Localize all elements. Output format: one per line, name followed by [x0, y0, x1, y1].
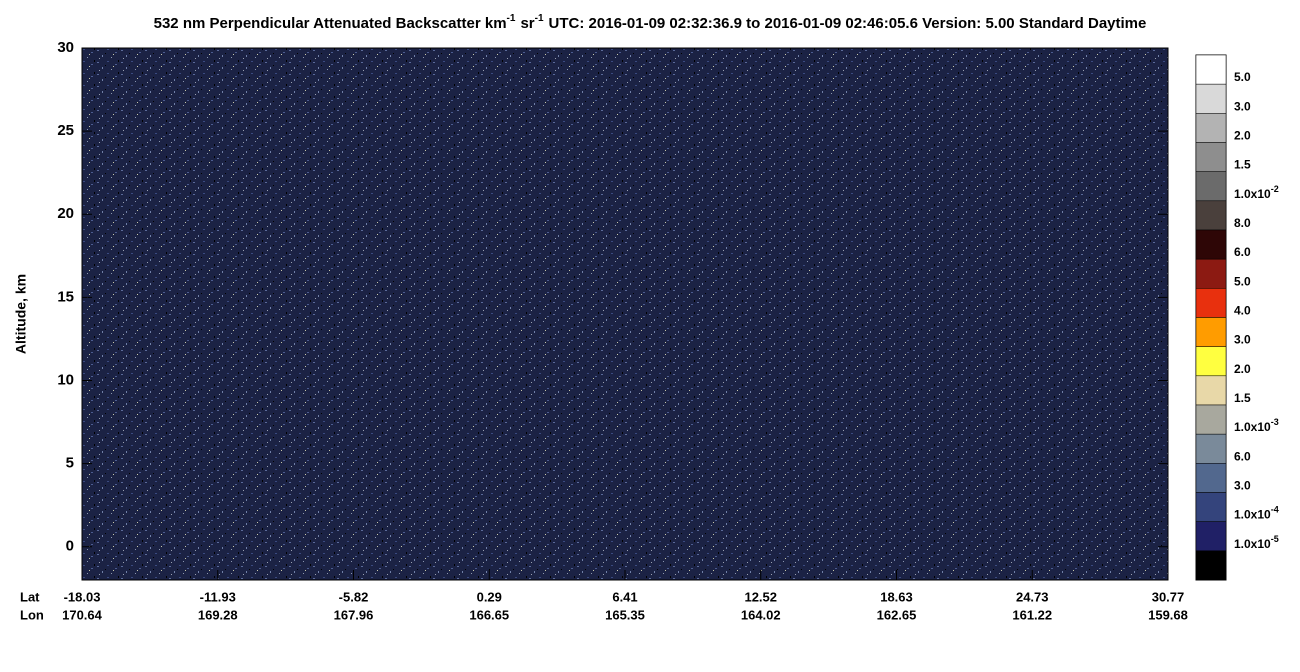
lat-label: 0.29	[477, 589, 502, 604]
colorbar-label: 3.0	[1234, 479, 1251, 493]
colorbar-label-text: 1.0x10	[1234, 187, 1271, 201]
title-superscript: -1	[535, 13, 544, 24]
colorbar-label-exp: -4	[1271, 505, 1279, 515]
y-axis-label: Altitude, km	[13, 274, 29, 354]
colorbar-label: 5.0	[1234, 275, 1251, 289]
colorbar-block	[1195, 83, 1227, 114]
colorbar-label-text: 5.0	[1234, 70, 1251, 84]
colorbar-label-text: 3.0	[1234, 479, 1251, 493]
colorbar-block	[1195, 229, 1227, 260]
lon-label: 165.35	[605, 607, 645, 622]
colorbar-label-text: 2.0	[1234, 362, 1251, 376]
chart-title: 532 nm Perpendicular Attenuated Backscat…	[154, 13, 1147, 32]
y-tick-label: 30	[57, 39, 74, 56]
colorbar-block	[1195, 521, 1227, 552]
lat-label: 18.63	[880, 589, 913, 604]
colorbar-block	[1195, 142, 1227, 172]
colorbar-label: 1.5	[1234, 158, 1251, 172]
colorbar-block	[1195, 54, 1227, 85]
colorbar-block	[1195, 258, 1227, 289]
y-tick-label: 0	[66, 538, 74, 555]
lon-label: 170.64	[62, 607, 103, 622]
colorbar-label: 5.0	[1234, 70, 1251, 84]
colorbar-label-text: 4.0	[1234, 304, 1251, 318]
colorbar-label: 4.0	[1234, 304, 1251, 318]
colorbar-label-text: 5.0	[1234, 275, 1251, 289]
colorbar-label-text: 6.0	[1234, 245, 1251, 259]
colorbar-label-text: 1.5	[1234, 158, 1251, 172]
lat-label: -5.82	[339, 589, 369, 604]
colorbar-label: 1.0x10-3	[1234, 418, 1279, 435]
lon-label: 166.65	[469, 607, 509, 622]
colorbar-block	[1195, 463, 1227, 493]
colorbar-label-text: 3.0	[1234, 100, 1251, 114]
lat-label: 24.73	[1016, 589, 1049, 604]
colorbar-label-text: 2.0	[1234, 129, 1251, 143]
colorbar-block	[1195, 550, 1227, 581]
title-superscript: -1	[507, 13, 516, 24]
y-tick-label: 25	[57, 122, 74, 139]
lat-label: -11.93	[200, 589, 236, 604]
colorbar-label-exp: -3	[1271, 418, 1279, 428]
colorbar-block	[1195, 346, 1227, 377]
colorbar-label: 3.0	[1234, 333, 1251, 347]
lat-label: -18.03	[64, 589, 101, 604]
y-tick-label: 5	[66, 455, 74, 472]
colorbar-block	[1195, 433, 1227, 464]
lon-label: 164.02	[741, 607, 781, 622]
x-row-label: Lon	[20, 607, 44, 622]
title-text: sr	[520, 15, 534, 32]
colorbar-label: 6.0	[1234, 450, 1251, 464]
colorbar-block	[1195, 492, 1227, 522]
colorbar-label: 1.0x10-5	[1234, 534, 1279, 551]
colorbar-label-exp: -5	[1271, 534, 1279, 544]
y-tick-label: 20	[57, 205, 74, 222]
colorbar-label: 6.0	[1234, 245, 1251, 259]
colorbar-block	[1195, 113, 1227, 143]
colorbar-label-text: 1.5	[1234, 391, 1251, 405]
lon-label: 161.22	[1012, 607, 1052, 622]
lat-label: 30.77	[1152, 589, 1185, 604]
colorbar-block	[1195, 288, 1227, 318]
colorbar-label-text: 1.0x10	[1234, 537, 1271, 551]
y-tick-label: 15	[57, 288, 74, 305]
colorbar-label-text: 8.0	[1234, 216, 1251, 230]
lon-label: 169.28	[198, 607, 238, 622]
colorbar-label-text: 3.0	[1234, 333, 1251, 347]
plot-area	[82, 48, 1168, 580]
lon-label: 162.65	[877, 607, 917, 622]
x-row-label: Lat	[20, 589, 40, 604]
lon-label: 159.68	[1148, 607, 1188, 622]
colorbar-label-exp: -2	[1271, 184, 1279, 194]
lon-label: 167.96	[334, 607, 374, 622]
colorbar-block	[1195, 317, 1227, 347]
colorbar-label-text: 1.0x10	[1234, 420, 1271, 434]
lat-label: 6.41	[612, 589, 637, 604]
colorbar-block	[1195, 200, 1227, 231]
colorbar-label: 3.0	[1234, 100, 1251, 114]
colorbar-block	[1195, 375, 1227, 406]
title-text: UTC: 2016-01-09 02:32:36.9 to 2016-01-09…	[549, 15, 1147, 32]
colorbar-label: 1.5	[1234, 391, 1251, 405]
colorbar-block	[1195, 404, 1227, 435]
colorbar-block	[1195, 171, 1227, 202]
y-tick-label: 10	[57, 371, 74, 388]
lat-label: 12.52	[744, 589, 777, 604]
colorbar-label: 2.0	[1234, 362, 1251, 376]
colorbar-label-text: 6.0	[1234, 450, 1251, 464]
chart-title-group: 532 nm Perpendicular Attenuated Backscat…	[154, 13, 1147, 32]
colorbar-label: 1.0x10-2	[1234, 184, 1279, 201]
colorbar-label: 1.0x10-4	[1234, 505, 1279, 522]
title-text: 532 nm Perpendicular Attenuated Backscat…	[154, 15, 507, 32]
colorbar-label: 8.0	[1234, 216, 1251, 230]
colorbar-label: 2.0	[1234, 129, 1251, 143]
colorbar-label-text: 1.0x10	[1234, 508, 1271, 522]
